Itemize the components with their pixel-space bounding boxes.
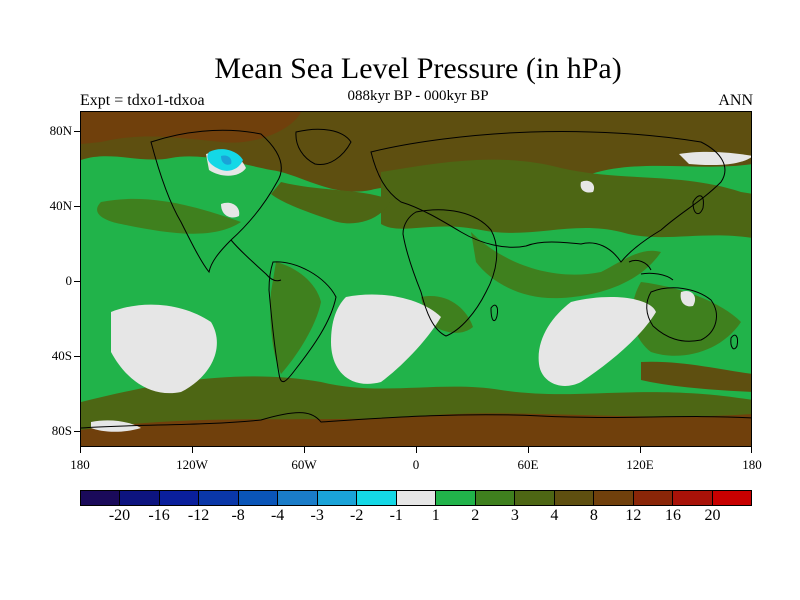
lon-tick-mark [640, 447, 641, 453]
north-pacific-anomaly [81, 112, 301, 144]
lon-tick-120w: 120W [176, 457, 208, 472]
siberia-near-zero [679, 151, 751, 166]
colorbar-swatch [278, 491, 318, 505]
southeast-asia-islands [628, 259, 674, 281]
colorbar-label: 8 [589, 507, 598, 524]
lon-tick-120e: 120E [626, 457, 654, 472]
pacific-small-near-zero [221, 202, 240, 218]
colorbar-label: 4 [550, 507, 559, 524]
colorbar-swatch [199, 491, 239, 505]
lon-tick-180e: 180 [742, 457, 762, 472]
colorbar-swatch [475, 491, 516, 505]
south-pacific-near-zero [111, 304, 217, 394]
lon-tick-60w: 60W [291, 457, 317, 472]
experiment-label: Expt = tdxo1-tdxoa [80, 92, 205, 109]
season-label: ANN [718, 92, 753, 109]
lon-tick-0: 0 [412, 457, 420, 472]
colorbar-swatch [554, 491, 595, 505]
colorbar-swatch [317, 491, 358, 505]
colorbar-swatch [357, 491, 397, 505]
lon-tick-60e: 60E [517, 457, 539, 472]
lat-tick-mark [74, 431, 80, 432]
colorbar-label: 12 [625, 507, 642, 524]
map-panel [80, 111, 752, 447]
lat-tick-mark [74, 206, 80, 207]
coastlines [81, 128, 751, 429]
north-america-coast [150, 129, 282, 274]
colorbar-swatch [594, 491, 634, 505]
lon-tick-mark [192, 447, 193, 453]
indian-ocean-near-zero [538, 297, 656, 386]
south-america-coast [268, 261, 337, 383]
lat-tick-0: 0 [65, 273, 73, 288]
lon-tick-180w: 180 [70, 457, 90, 472]
colorbar [80, 490, 752, 506]
lat-tick-80s: 80S [51, 423, 72, 438]
japan-coast [692, 195, 704, 215]
east-asia-small-near-zero [580, 180, 595, 193]
eurasia-band [381, 159, 751, 238]
south-pacific-olive [641, 361, 751, 392]
atlantic-band [271, 182, 391, 224]
south-atlantic-near-zero [331, 294, 441, 384]
lat-tick-mark [74, 356, 80, 357]
colorbar-label: -12 [187, 507, 210, 524]
lon-tick-mark [416, 447, 417, 453]
map-title: Mean Sea Level Pressure (in hPa) [214, 52, 622, 85]
colorbar-label: 3 [510, 507, 519, 524]
colorbar-swatch [120, 491, 160, 505]
hudson-bay-stronger-negative [221, 155, 232, 165]
colorbar-swatch [712, 491, 751, 505]
lat-tick-mark [74, 281, 80, 282]
colorbar-label: -16 [148, 507, 170, 524]
lon-tick-mark [751, 447, 752, 453]
lat-tick-40n: 40N [49, 198, 72, 213]
colorbar-swatch [633, 491, 674, 505]
eurasia-coast [370, 131, 726, 263]
map-subtitle: 088kyr BP - 000kyr BP [347, 88, 489, 104]
madagascar-coast [490, 304, 498, 322]
colorbar-swatch [436, 491, 476, 505]
colorbar-label: -8 [231, 507, 245, 524]
lon-tick-mark [304, 447, 305, 453]
colorbar-label: -4 [270, 507, 285, 524]
colorbar-label: 2 [471, 507, 480, 524]
colorbar-swatch [515, 491, 555, 505]
colorbar-swatch [159, 491, 200, 505]
africa-coast [402, 209, 498, 337]
colorbar-swatch [673, 491, 713, 505]
australia-coast [646, 287, 717, 342]
pacific-band [97, 198, 241, 234]
lat-tick-80n: 80N [49, 123, 72, 138]
colorbar-label: -20 [108, 507, 131, 524]
new-zealand-coast [730, 334, 738, 350]
antarctica-coast [81, 412, 751, 429]
lon-tick-mark [80, 447, 81, 453]
australia-near-zero [680, 290, 696, 307]
colorbar-label: -1 [389, 507, 403, 524]
lat-tick-mark [74, 131, 80, 132]
indian-ocean-band [471, 232, 661, 299]
central-america-coast [230, 239, 282, 282]
australia-band [632, 282, 741, 356]
colorbar-label: -2 [350, 507, 364, 524]
south-america-band [270, 262, 321, 374]
colorbar-label: 20 [704, 507, 721, 524]
lon-tick-mark [528, 447, 529, 453]
colorbar-label: 16 [664, 507, 681, 524]
colorbar-label: 1 [431, 507, 440, 524]
colorbar-swatch [81, 491, 121, 505]
colorbar-label: -3 [310, 507, 324, 524]
colorbar-swatch [238, 491, 279, 505]
pressure-map [81, 112, 751, 446]
lat-tick-40s: 40S [51, 348, 72, 363]
greenland-coast [295, 128, 352, 166]
colorbar-swatch [396, 491, 437, 505]
